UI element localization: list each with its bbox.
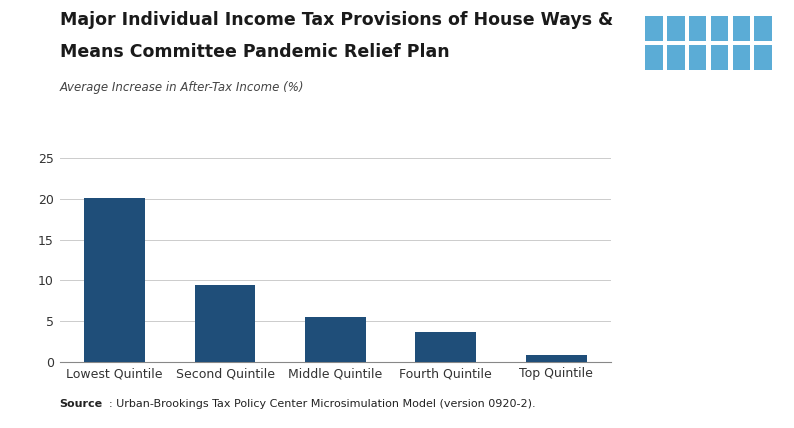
Text: Major Individual Income Tax Provisions of House Ways &: Major Individual Income Tax Provisions o… <box>60 11 613 29</box>
Bar <box>711 16 728 41</box>
Bar <box>667 16 684 41</box>
Bar <box>667 45 684 70</box>
Bar <box>646 45 663 70</box>
Bar <box>305 317 366 362</box>
Bar <box>689 16 707 41</box>
Bar <box>526 355 587 362</box>
Bar <box>754 45 772 70</box>
Text: Source: Source <box>60 399 102 409</box>
Bar <box>733 45 750 70</box>
Text: : Urban-Brookings Tax Policy Center Microsimulation Model (version 0920-2).: : Urban-Brookings Tax Policy Center Micr… <box>109 399 535 409</box>
Text: Means Committee Pandemic Relief Plan: Means Committee Pandemic Relief Plan <box>60 43 449 61</box>
Bar <box>711 45 728 70</box>
Text: TPC: TPC <box>680 89 737 115</box>
Bar <box>733 16 750 41</box>
Bar <box>84 198 145 362</box>
Text: Average Increase in After-Tax Income (%): Average Increase in After-Tax Income (%) <box>60 81 304 94</box>
Bar <box>195 285 256 362</box>
Bar <box>646 16 663 41</box>
Bar <box>415 333 476 362</box>
Bar <box>689 45 707 70</box>
Bar <box>754 16 772 41</box>
